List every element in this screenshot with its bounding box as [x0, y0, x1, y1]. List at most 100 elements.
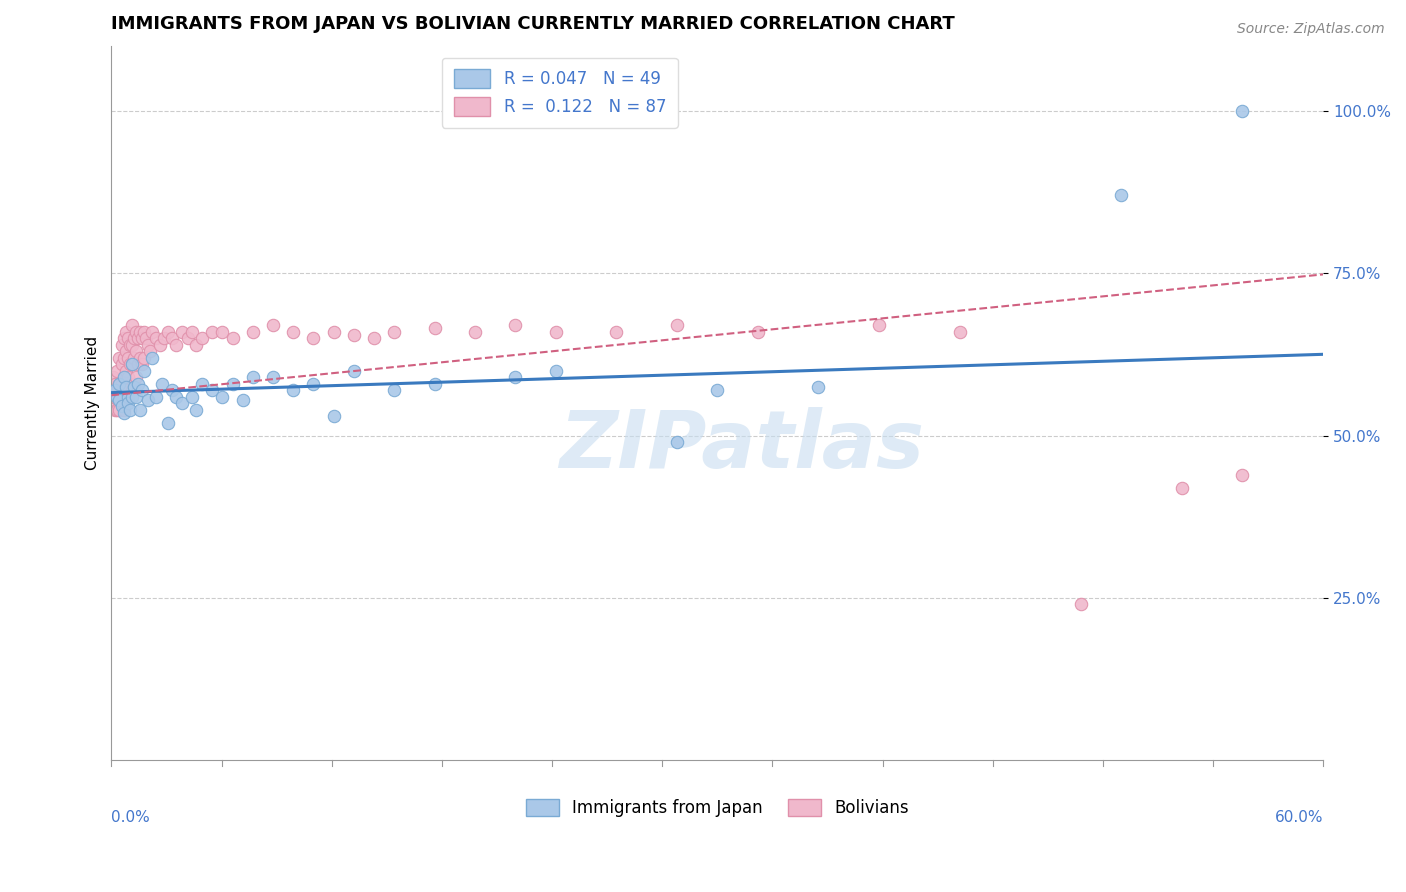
Point — [160, 383, 183, 397]
Point — [145, 331, 167, 345]
Point — [127, 331, 149, 345]
Point — [181, 390, 204, 404]
Point — [283, 325, 305, 339]
Point — [211, 325, 233, 339]
Point — [302, 331, 325, 345]
Point — [153, 331, 176, 345]
Point — [343, 327, 366, 342]
Point — [191, 376, 214, 391]
Point — [136, 392, 159, 407]
Point — [1171, 481, 1194, 495]
Point — [110, 357, 132, 371]
Point — [114, 380, 136, 394]
Point — [242, 325, 264, 339]
Point — [949, 325, 972, 339]
Point — [132, 363, 155, 377]
Point — [112, 351, 135, 365]
Point — [107, 363, 129, 377]
Text: 0.0%: 0.0% — [111, 811, 150, 825]
Text: IMMIGRANTS FROM JAPAN VS BOLIVIAN CURRENTLY MARRIED CORRELATION CHART: IMMIGRANTS FROM JAPAN VS BOLIVIAN CURREN… — [111, 15, 955, 33]
Point — [201, 325, 224, 339]
Point — [302, 376, 325, 391]
Point — [136, 337, 159, 351]
Point — [107, 390, 129, 404]
Point — [201, 383, 224, 397]
Point — [221, 376, 243, 391]
Point — [156, 416, 179, 430]
Point — [117, 390, 139, 404]
Point — [108, 376, 131, 391]
Point — [544, 363, 567, 377]
Point — [131, 331, 153, 345]
Point — [104, 376, 127, 391]
Point — [141, 351, 163, 365]
Point — [114, 383, 136, 397]
Point — [108, 402, 131, 417]
Point — [464, 325, 486, 339]
Point — [127, 376, 149, 391]
Point — [112, 370, 135, 384]
Point — [118, 402, 141, 417]
Point — [128, 325, 150, 339]
Point — [132, 351, 155, 365]
Point — [108, 390, 131, 404]
Point — [112, 370, 135, 384]
Point — [706, 383, 728, 397]
Point — [1111, 188, 1133, 202]
Point — [117, 370, 139, 384]
Point — [221, 331, 243, 345]
Point — [181, 325, 204, 339]
Point — [117, 390, 139, 404]
Point — [156, 325, 179, 339]
Point — [544, 325, 567, 339]
Point — [505, 370, 527, 384]
Point — [122, 351, 145, 365]
Point — [110, 396, 132, 410]
Point — [104, 383, 127, 397]
Point — [262, 318, 284, 332]
Point — [145, 390, 167, 404]
Point — [131, 383, 153, 397]
Point — [110, 376, 132, 391]
Point — [382, 325, 405, 339]
Point — [1070, 598, 1092, 612]
Point — [121, 383, 143, 397]
Point — [177, 331, 200, 345]
Point — [107, 383, 129, 397]
Point — [127, 357, 149, 371]
Point — [807, 380, 830, 394]
Y-axis label: Currently Married: Currently Married — [86, 336, 100, 470]
Point — [124, 370, 146, 384]
Point — [108, 351, 131, 365]
Point — [150, 376, 173, 391]
Point — [665, 435, 688, 450]
Point — [423, 321, 446, 335]
Point — [665, 318, 688, 332]
Point — [108, 376, 131, 391]
Point — [110, 399, 132, 413]
Point — [112, 402, 135, 417]
Point — [128, 402, 150, 417]
Point — [107, 402, 129, 417]
Point — [283, 383, 305, 397]
Point — [160, 331, 183, 345]
Point — [122, 380, 145, 394]
Point — [108, 392, 131, 407]
Point — [1232, 467, 1254, 482]
Point — [139, 344, 162, 359]
Point — [114, 325, 136, 339]
Point — [605, 325, 627, 339]
Point — [211, 390, 233, 404]
Point — [1232, 103, 1254, 118]
Point — [382, 383, 405, 397]
Text: Source: ZipAtlas.com: Source: ZipAtlas.com — [1237, 22, 1385, 37]
Point — [165, 337, 187, 351]
Point — [121, 390, 143, 404]
Point — [322, 325, 344, 339]
Point — [165, 390, 187, 404]
Point — [262, 370, 284, 384]
Point — [131, 357, 153, 371]
Point — [186, 337, 208, 351]
Point — [118, 357, 141, 371]
Point — [135, 331, 157, 345]
